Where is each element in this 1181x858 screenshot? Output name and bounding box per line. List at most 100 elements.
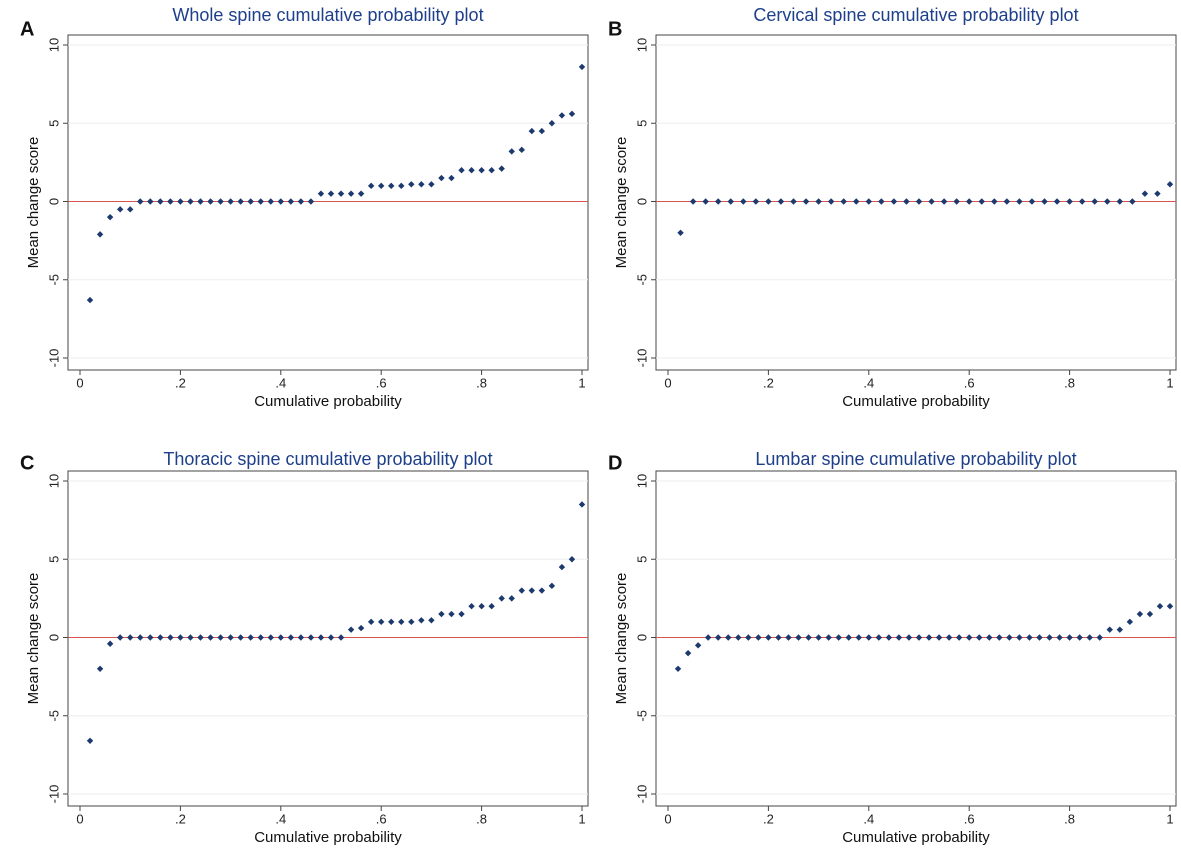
- point: [1086, 634, 1093, 641]
- point: [147, 198, 154, 205]
- point: [438, 174, 445, 182]
- point: [408, 618, 415, 626]
- point: [853, 198, 860, 205]
- point: [895, 634, 903, 641]
- point: [508, 148, 515, 155]
- point: [418, 617, 425, 624]
- point: [725, 634, 732, 641]
- point: [777, 198, 785, 205]
- y-tick-label: 10: [634, 474, 649, 488]
- x-tick-label: .2: [175, 811, 186, 826]
- point: [197, 198, 204, 205]
- x-tick-label: .8: [1064, 375, 1075, 390]
- x-tick-label: 1: [578, 811, 585, 826]
- point: [277, 198, 284, 205]
- point: [177, 198, 184, 205]
- point: [237, 634, 244, 641]
- point: [925, 634, 933, 641]
- point: [578, 63, 586, 71]
- x-tick-label: 0: [664, 375, 671, 390]
- point: [207, 198, 214, 205]
- x-axis-label: Cumulative probability: [842, 829, 990, 846]
- point: [458, 167, 465, 174]
- point: [1141, 190, 1149, 197]
- point: [157, 634, 164, 641]
- point: [498, 165, 505, 172]
- point: [207, 634, 214, 641]
- point: [86, 737, 94, 744]
- y-axis-label: Mean change score: [613, 137, 630, 269]
- point: [438, 610, 445, 618]
- y-axis-label: Mean change score: [613, 573, 630, 705]
- point: [1129, 198, 1136, 205]
- point: [704, 634, 712, 641]
- point: [1136, 610, 1144, 618]
- point: [498, 595, 505, 602]
- point: [267, 634, 274, 641]
- x-tick-label: .8: [1064, 811, 1075, 826]
- point: [257, 634, 264, 641]
- point: [991, 198, 998, 205]
- x-tick-label: .2: [763, 811, 774, 826]
- x-tick-label: 0: [76, 375, 83, 390]
- point: [1053, 198, 1061, 205]
- point: [1106, 626, 1113, 633]
- point: [966, 198, 973, 205]
- x-tick-label: 0: [76, 811, 83, 826]
- point: [548, 120, 556, 127]
- point: [1016, 634, 1023, 641]
- point: [106, 213, 114, 221]
- point: [327, 634, 335, 641]
- point: [116, 206, 124, 213]
- point: [518, 587, 525, 594]
- x-axis-label: Cumulative probability: [254, 829, 402, 846]
- point: [137, 634, 144, 641]
- point: [297, 634, 305, 641]
- point: [1104, 198, 1111, 205]
- point: [978, 198, 985, 205]
- point: [388, 618, 395, 626]
- point: [745, 634, 752, 641]
- point: [388, 182, 395, 190]
- point: [986, 634, 993, 641]
- x-tick-label: 1: [1166, 375, 1173, 390]
- point: [337, 190, 345, 197]
- point: [317, 634, 325, 641]
- point: [903, 198, 910, 205]
- x-tick-label: .4: [863, 811, 874, 826]
- point: [127, 634, 134, 641]
- point: [428, 181, 435, 188]
- point: [694, 642, 702, 649]
- point: [478, 167, 485, 174]
- point: [1041, 198, 1048, 205]
- y-tick-label: 5: [634, 556, 649, 563]
- point: [217, 634, 224, 641]
- y-axis-label: Mean change score: [25, 137, 42, 269]
- x-tick-label: .6: [964, 375, 975, 390]
- point: [1076, 634, 1083, 641]
- point: [247, 198, 254, 205]
- point: [840, 198, 847, 205]
- point: [317, 190, 325, 197]
- y-tick-label: 0: [634, 634, 649, 641]
- point: [1056, 634, 1063, 641]
- chart-title: Whole spine cumulative probability plot: [172, 5, 483, 25]
- point: [448, 174, 455, 182]
- point: [96, 231, 104, 238]
- y-axis-label: Mean change score: [25, 573, 42, 705]
- point: [458, 610, 465, 618]
- point: [307, 634, 315, 641]
- point: [448, 610, 455, 618]
- point: [568, 556, 576, 563]
- point: [702, 198, 709, 205]
- point: [1166, 603, 1174, 610]
- point: [865, 198, 872, 205]
- point: [835, 634, 842, 641]
- y-tick-label: 0: [46, 198, 61, 205]
- point: [940, 198, 948, 205]
- point: [966, 634, 973, 641]
- point: [795, 634, 802, 641]
- point: [878, 198, 885, 205]
- y-tick-label: 0: [46, 634, 61, 641]
- y-tick-label: -10: [46, 785, 61, 804]
